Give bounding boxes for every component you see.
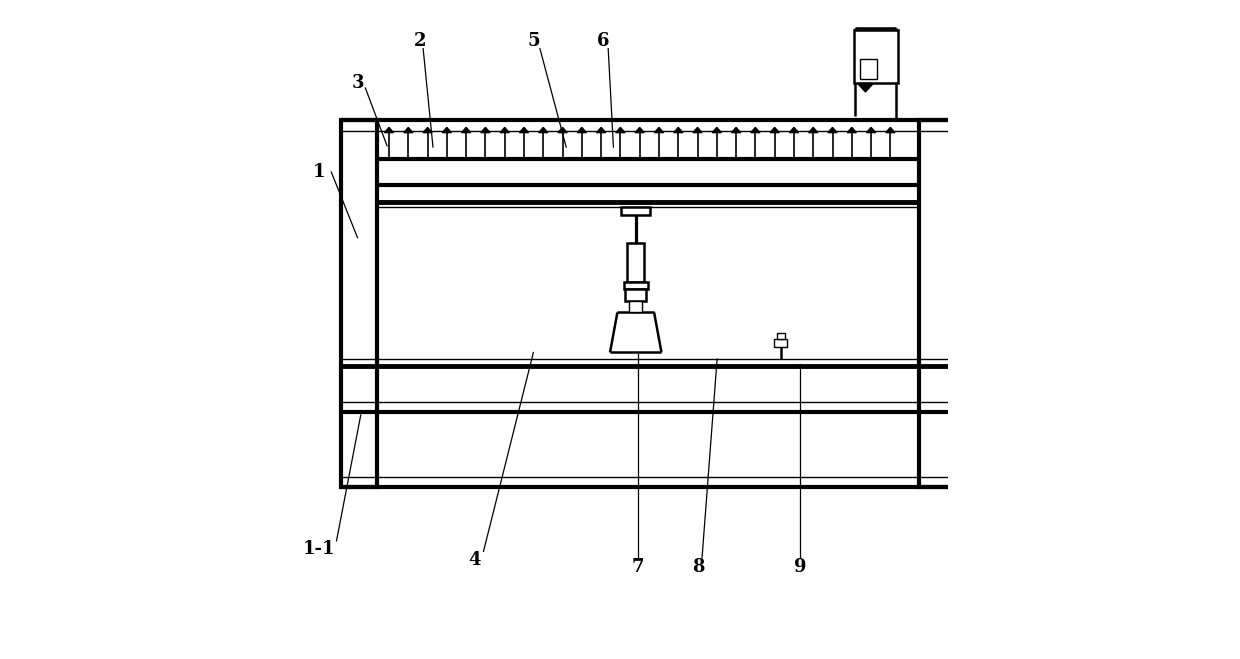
Polygon shape <box>828 127 837 132</box>
Circle shape <box>501 165 508 172</box>
Bar <box>774 339 787 347</box>
Polygon shape <box>635 127 645 132</box>
Polygon shape <box>443 127 451 132</box>
Text: 6: 6 <box>598 32 610 50</box>
Circle shape <box>521 165 527 172</box>
Bar <box>341 119 377 487</box>
Polygon shape <box>481 127 490 132</box>
Bar <box>624 282 647 289</box>
Polygon shape <box>673 127 683 132</box>
Text: 8: 8 <box>692 558 706 576</box>
Circle shape <box>424 165 430 172</box>
Polygon shape <box>712 127 722 132</box>
Polygon shape <box>867 127 875 132</box>
Circle shape <box>713 165 720 172</box>
Circle shape <box>539 165 547 172</box>
Text: 9: 9 <box>794 558 807 576</box>
Bar <box>861 59 877 79</box>
Polygon shape <box>858 84 873 92</box>
Text: 2: 2 <box>414 32 427 50</box>
Circle shape <box>463 165 470 172</box>
Circle shape <box>733 165 739 172</box>
Bar <box>853 30 898 84</box>
Circle shape <box>386 165 392 172</box>
Circle shape <box>618 165 624 172</box>
Circle shape <box>771 165 777 172</box>
Polygon shape <box>384 127 393 132</box>
Circle shape <box>848 165 856 172</box>
Polygon shape <box>461 127 471 132</box>
Polygon shape <box>655 127 663 132</box>
Bar <box>627 243 645 282</box>
Polygon shape <box>558 127 567 132</box>
Text: 7: 7 <box>632 558 645 576</box>
Circle shape <box>753 165 759 172</box>
Polygon shape <box>790 127 799 132</box>
Polygon shape <box>500 127 510 132</box>
Circle shape <box>830 165 836 172</box>
Text: 1-1: 1-1 <box>304 540 336 558</box>
Circle shape <box>791 165 797 172</box>
Polygon shape <box>596 127 605 132</box>
Circle shape <box>444 165 450 172</box>
Circle shape <box>810 165 816 172</box>
Circle shape <box>675 165 682 172</box>
Text: 3: 3 <box>351 74 363 92</box>
Polygon shape <box>616 127 625 132</box>
Polygon shape <box>693 127 702 132</box>
Bar <box>776 333 785 339</box>
Circle shape <box>579 165 585 172</box>
Polygon shape <box>538 127 548 132</box>
Polygon shape <box>578 127 587 132</box>
Circle shape <box>887 165 894 172</box>
Text: 4: 4 <box>467 552 481 569</box>
Circle shape <box>656 165 662 172</box>
Polygon shape <box>423 127 433 132</box>
Polygon shape <box>732 127 740 132</box>
Bar <box>621 208 650 215</box>
Text: 5: 5 <box>527 32 539 50</box>
Circle shape <box>405 165 412 172</box>
Circle shape <box>636 165 644 172</box>
Bar <box>919 119 955 487</box>
Bar <box>625 289 646 301</box>
Circle shape <box>694 165 701 172</box>
Text: 1: 1 <box>314 163 326 181</box>
Circle shape <box>559 165 565 172</box>
Polygon shape <box>750 127 760 132</box>
Polygon shape <box>404 127 413 132</box>
Polygon shape <box>808 127 818 132</box>
Bar <box>629 301 642 312</box>
Polygon shape <box>520 127 528 132</box>
Circle shape <box>598 165 604 172</box>
Polygon shape <box>770 127 779 132</box>
Polygon shape <box>847 127 857 132</box>
Circle shape <box>868 165 874 172</box>
Circle shape <box>482 165 489 172</box>
Polygon shape <box>885 127 895 132</box>
